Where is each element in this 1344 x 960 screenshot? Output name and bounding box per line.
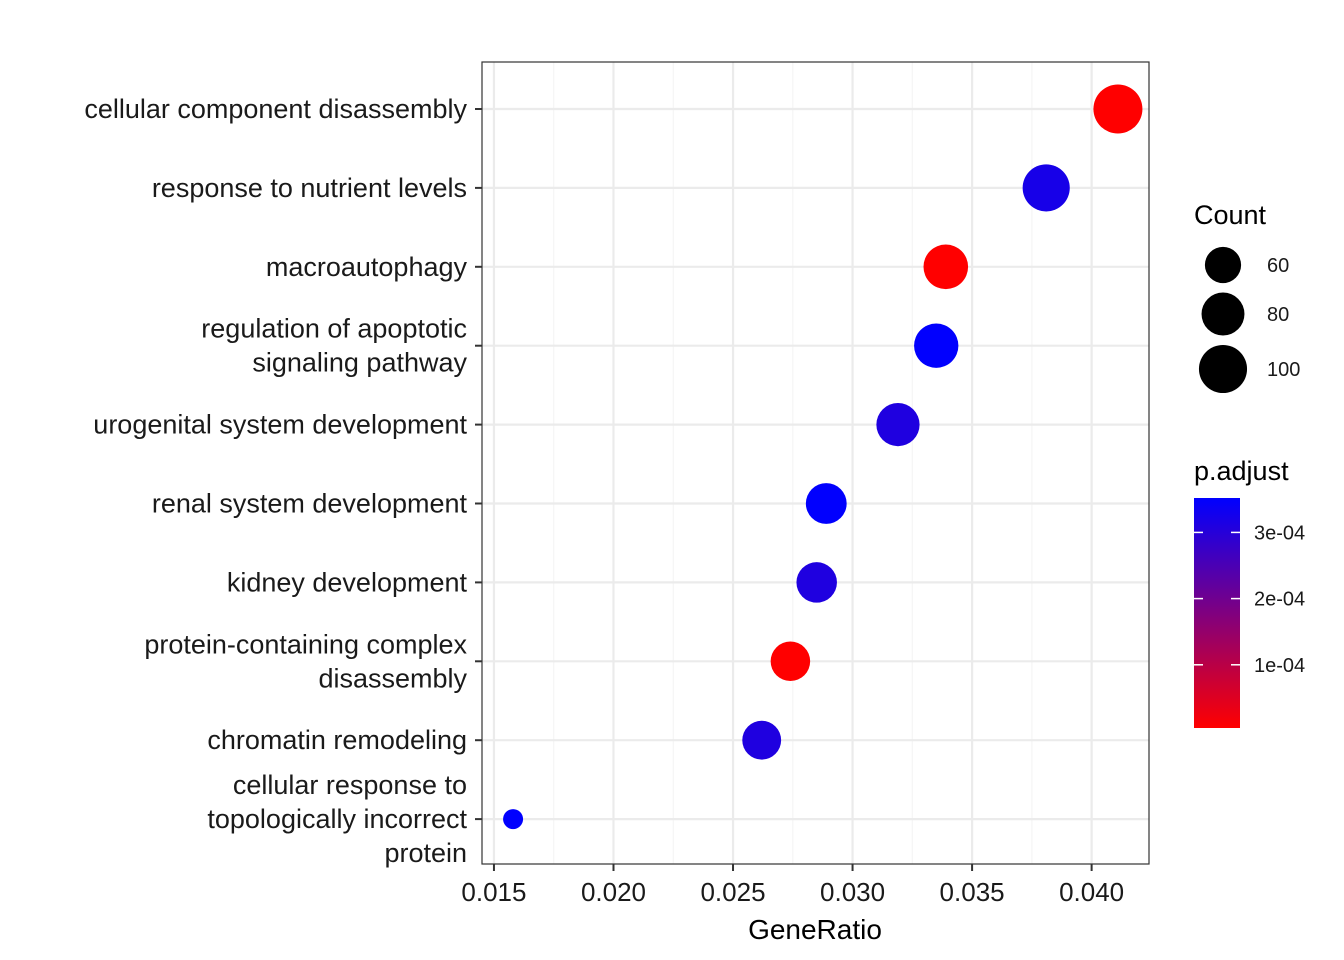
legend-p-adjust-label: 1e-04 [1254,655,1305,677]
y-tick-label: regulation of apoptotic [201,314,467,344]
legend-count-title: Count [1194,200,1267,230]
data-point [914,323,959,368]
data-point [805,483,847,524]
y-tick-label: protein [384,838,467,868]
data-point [923,244,969,290]
x-tick-label: 0.040 [1059,877,1124,907]
x-axis-title: GeneRatio [748,914,882,945]
legend-count-label: 80 [1267,304,1289,326]
y-tick-label: renal system development [152,489,468,519]
legend-count-key [1201,292,1245,336]
legend-p-adjust: p.adjust 1e-04 2e-04 3e-04 [1194,456,1305,728]
y-axis: cellular component disassembly response t… [84,94,482,868]
y-tick-label: cellular component disassembly [84,94,467,124]
data-point [503,809,524,830]
color-bar [1194,498,1240,728]
data-point [1022,164,1070,212]
y-tick-label: macroautophagy [266,252,468,282]
y-tick-label: urogenital system development [93,410,467,440]
y-tick-label: cellular response to [233,770,467,800]
x-tick-label: 0.020 [581,877,646,907]
x-tick-label: 0.025 [700,877,765,907]
data-point [742,720,782,760]
legend-count-label: 60 [1267,255,1289,277]
y-tick-label: disassembly [318,663,467,693]
y-tick-label: response to nutrient levels [152,173,467,203]
data-point [876,402,920,447]
points [503,84,1143,830]
data-point [796,562,837,603]
x-tick-label: 0.015 [461,877,526,907]
y-tick-label: signaling pathway [252,348,467,378]
panel-border [481,61,1150,865]
legend-count-label: 100 [1267,359,1300,381]
x-axis: 0.015 0.020 0.025 0.030 0.035 0.040 [461,864,1124,907]
legend-count-key [1198,344,1248,394]
y-tick-label: chromatin remodeling [207,725,467,755]
data-point [1093,84,1143,134]
legend-p-adjust-label: 3e-04 [1254,522,1305,544]
data-point [770,641,811,682]
legend-p-adjust-title: p.adjust [1194,456,1289,486]
x-tick-label: 0.030 [820,877,885,907]
y-tick-label: kidney development [227,567,468,597]
legend-count: Count 60 80 100 [1194,200,1300,394]
y-tick-label: protein-containing complex [144,629,467,659]
legend-count-key [1204,246,1242,284]
legend-p-adjust-label: 2e-04 [1254,589,1305,611]
x-tick-label: 0.035 [940,877,1005,907]
y-tick-label: topologically incorrect [207,804,467,834]
